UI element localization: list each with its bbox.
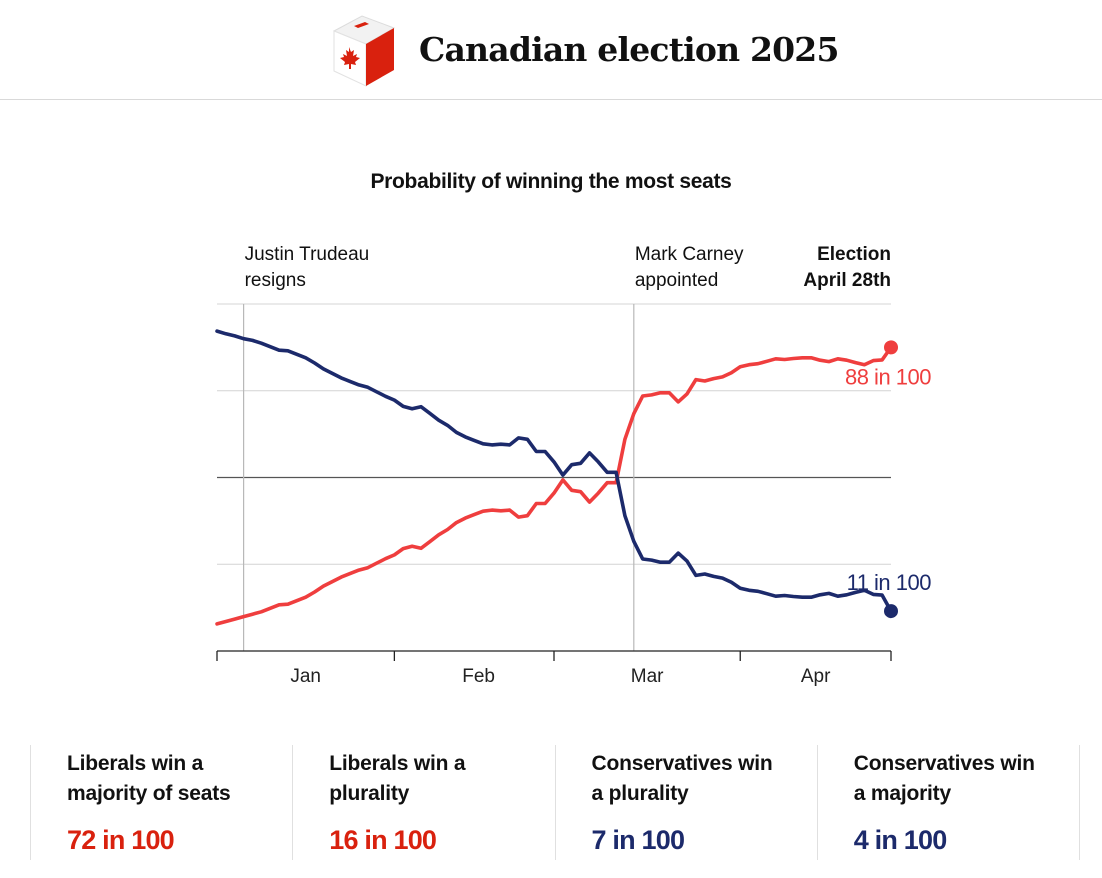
outcome-label: Conservatives win a plurality bbox=[591, 752, 773, 805]
outcome-cards: Liberals win a majority of seats 72 in 1… bbox=[30, 745, 1080, 860]
outcome-label: Liberals win a majority of seats bbox=[67, 752, 231, 805]
annotation-label: Election bbox=[817, 244, 891, 265]
series-end-marker bbox=[884, 604, 898, 619]
annotation-label: Mark Carney bbox=[635, 244, 744, 265]
series-end-label: 11 in 100 bbox=[847, 570, 932, 595]
x-tick-label: Feb bbox=[462, 666, 495, 687]
outcome-value: 7 in 100 bbox=[591, 825, 685, 855]
annotation-label: Justin Trudeau bbox=[245, 244, 370, 265]
ballot-box-maple-leaf-icon bbox=[332, 15, 396, 87]
annotation-label: appointed bbox=[635, 270, 718, 291]
outcome-card-liberal-plurality: Liberals win a plurality 16 in 100 bbox=[292, 745, 554, 860]
outcome-card-conservative-plurality: Conservatives win a plurality 7 in 100 bbox=[554, 745, 817, 860]
outcome-value: 16 in 100 bbox=[329, 825, 437, 855]
outcome-value: 72 in 100 bbox=[67, 825, 175, 855]
chart-title: Probability of winning the most seats bbox=[370, 170, 732, 193]
series-line-liberals bbox=[215, 345, 893, 626]
header: Canadian election 2025 bbox=[0, 0, 1102, 100]
series-end-label: 88 in 100 bbox=[845, 364, 931, 389]
outcome-label: Conservatives win a majority bbox=[853, 752, 1035, 805]
series-line-conservatives bbox=[215, 329, 893, 613]
outcome-card-liberal-majority: Liberals win a majority of seats 72 in 1… bbox=[30, 745, 292, 860]
page-title: Canadian election 2025 bbox=[419, 30, 839, 69]
probability-chart: Jan Feb Mar Apr Justin Trudeau resigns Mark Ca… bbox=[215, 244, 932, 687]
series-end-marker bbox=[884, 340, 898, 355]
outcome-card-conservative-majority: Conservatives win a majority 4 in 100 bbox=[816, 745, 1080, 860]
x-tick-label: Apr bbox=[801, 666, 831, 687]
outcome-value: 4 in 100 bbox=[853, 825, 947, 855]
annotation-label: resigns bbox=[245, 270, 306, 291]
outcome-label: Liberals win a plurality bbox=[329, 752, 466, 805]
x-tick-label: Jan bbox=[290, 666, 321, 687]
x-tick-label: Mar bbox=[631, 666, 664, 687]
annotation-label: April 28th bbox=[803, 270, 891, 291]
